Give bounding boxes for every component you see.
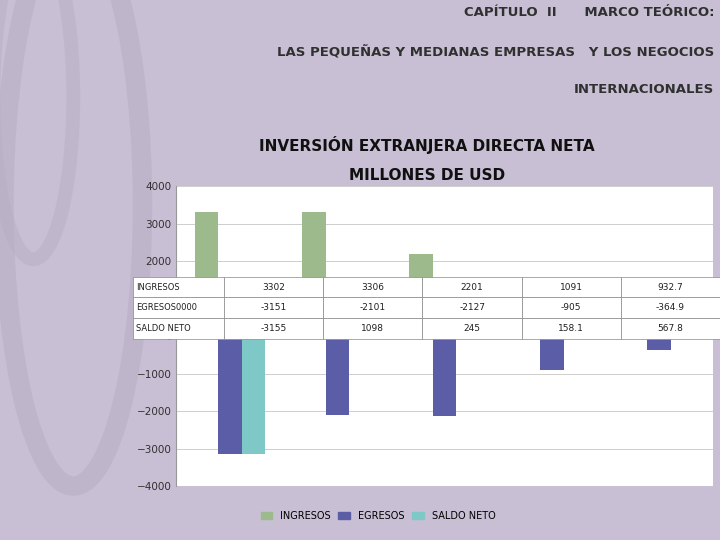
Bar xyxy=(133,276,224,298)
Text: -905: -905 xyxy=(561,303,582,312)
Text: -364.9: -364.9 xyxy=(656,303,685,312)
Text: -2101: -2101 xyxy=(360,303,386,312)
Text: -3151: -3151 xyxy=(261,303,287,312)
Bar xyxy=(423,318,522,339)
Bar xyxy=(194,212,218,336)
Bar xyxy=(647,336,671,350)
Bar xyxy=(564,330,588,336)
Text: INTERNACIONALES: INTERNACIONALES xyxy=(574,83,714,96)
Text: 1098: 1098 xyxy=(361,324,384,333)
Text: -2127: -2127 xyxy=(459,303,485,312)
Bar xyxy=(423,276,522,298)
Bar xyxy=(456,327,480,336)
Text: 1091: 1091 xyxy=(559,282,582,292)
Bar xyxy=(133,298,224,318)
Bar xyxy=(433,336,456,416)
Text: 3306: 3306 xyxy=(361,282,384,292)
Bar xyxy=(621,318,720,339)
Bar xyxy=(540,336,564,370)
Bar xyxy=(242,336,266,454)
Bar xyxy=(224,298,323,318)
Text: 158.1: 158.1 xyxy=(558,324,584,333)
Bar xyxy=(218,336,242,454)
Text: 3302: 3302 xyxy=(262,282,285,292)
Bar xyxy=(409,254,433,336)
Bar xyxy=(302,212,325,336)
Bar xyxy=(323,276,423,298)
Text: INVERSIÓN EXTRANJERA DIRECTA NETA: INVERSIÓN EXTRANJERA DIRECTA NETA xyxy=(258,137,595,154)
Text: EGRESOS0000: EGRESOS0000 xyxy=(136,303,197,312)
Bar xyxy=(522,276,621,298)
Bar xyxy=(133,318,224,339)
Bar xyxy=(522,298,621,318)
Bar xyxy=(621,298,720,318)
Text: 2201: 2201 xyxy=(461,282,483,292)
Bar xyxy=(349,295,373,336)
Bar xyxy=(624,301,647,336)
Bar xyxy=(323,298,423,318)
Text: MILLONES DE USD: MILLONES DE USD xyxy=(348,168,505,183)
Bar xyxy=(224,276,323,298)
Text: INGRESOS: INGRESOS xyxy=(136,282,180,292)
Text: 567.8: 567.8 xyxy=(657,324,683,333)
Bar xyxy=(671,315,695,336)
Text: -3155: -3155 xyxy=(261,324,287,333)
Text: 245: 245 xyxy=(464,324,480,333)
Bar xyxy=(522,318,621,339)
Text: CAPÍTULO  II      MARCO TEÓRICO:: CAPÍTULO II MARCO TEÓRICO: xyxy=(464,6,714,19)
Bar xyxy=(423,298,522,318)
Bar xyxy=(224,318,323,339)
Legend: INGRESOS, EGRESOS, SALDO NETO: INGRESOS, EGRESOS, SALDO NETO xyxy=(257,507,499,524)
Text: SALDO NETO: SALDO NETO xyxy=(136,324,191,333)
Bar xyxy=(325,336,349,415)
Text: LAS PEQUEÑAS Y MEDIANAS EMPRESAS   Y LOS NEGOCIOS: LAS PEQUEÑAS Y MEDIANAS EMPRESAS Y LOS N… xyxy=(277,45,714,59)
Bar xyxy=(516,295,540,336)
Bar xyxy=(621,276,720,298)
Text: 932.7: 932.7 xyxy=(657,282,683,292)
Bar xyxy=(323,318,423,339)
